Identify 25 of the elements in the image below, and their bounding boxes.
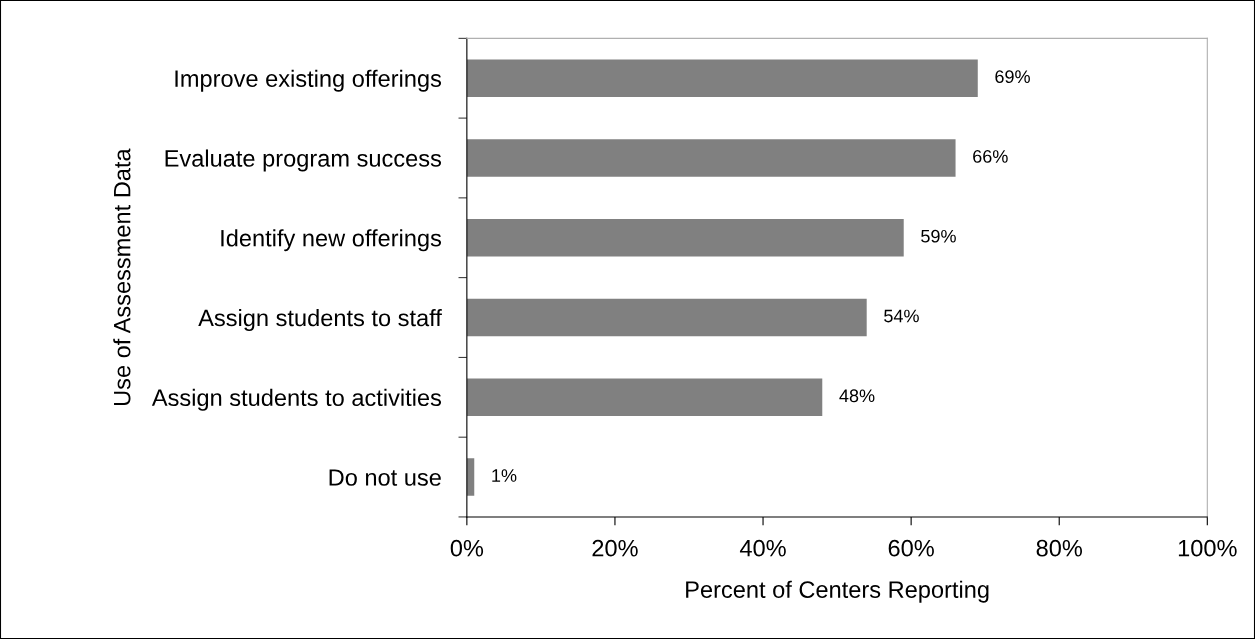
y-axis-title: Use of Assessment Data [113,148,131,406]
y-tick-label: Assign students to staff [198,308,442,331]
bar [466,298,867,337]
y-tick-label: Do not use [329,469,441,486]
x-axis-title: Percent of Centers Reporting [686,580,989,603]
x-tick-label: 0% [450,539,484,557]
data-label: 48% [839,389,875,403]
x-tick-label: 100% [1178,539,1237,557]
x-tick-label: 60% [888,539,934,557]
y-tick-label: Evaluate program success [165,149,442,172]
x-tick-label: 40% [739,539,786,557]
bar [466,139,956,177]
data-label: 59% [921,229,956,243]
data-label: 54% [884,309,919,323]
data-label: 66% [973,150,1008,163]
x-tick-label: 80% [1036,539,1083,557]
x-tick-label: 20% [592,539,638,557]
y-tick-label: Identify new offerings [221,229,442,252]
bar [466,59,978,97]
y-tick-label: Assign students to activities [151,388,442,411]
bar [466,219,904,257]
data-label: 69% [995,70,1030,84]
data-label: 1% [492,469,517,482]
y-tick-label: Improve existing offerings [175,69,442,92]
bar [466,378,823,417]
